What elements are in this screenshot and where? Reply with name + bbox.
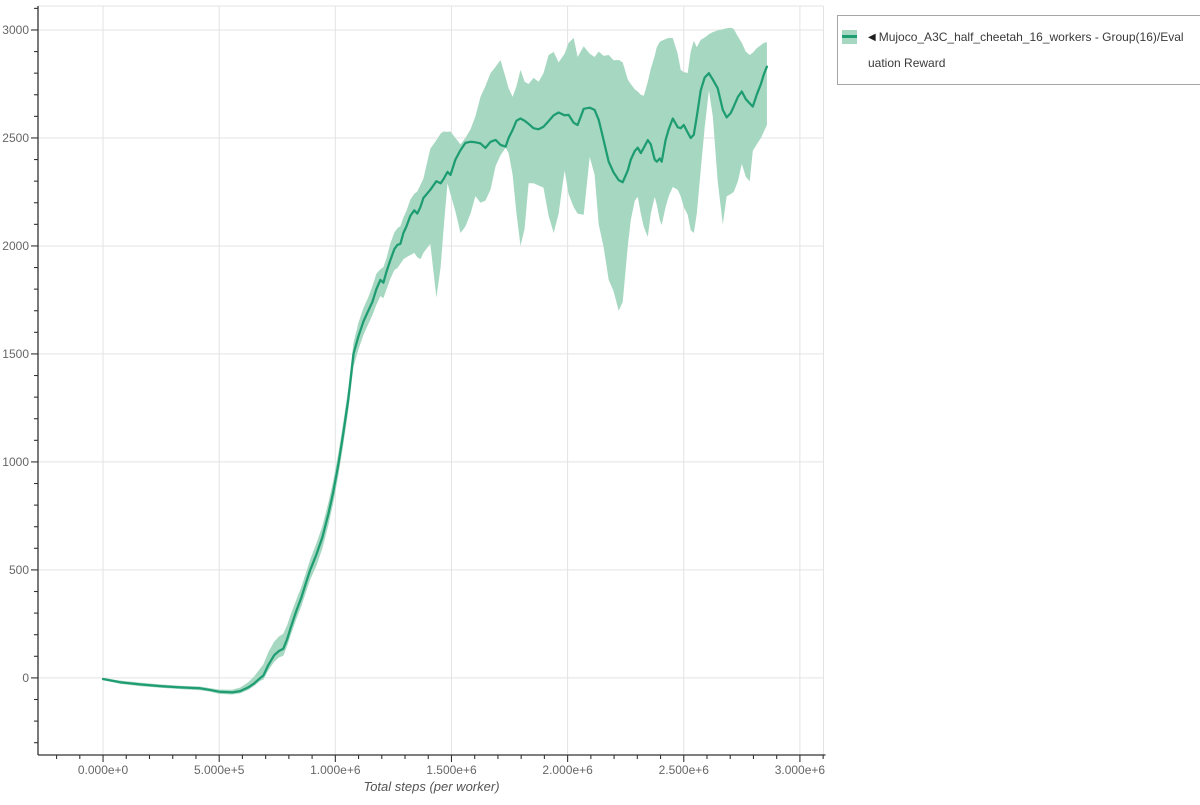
legend-label: ◀ Mujoco_A3C_half_cheetah_16_workers - Gr… [868,25,1190,75]
x-axis-title: Total steps (per worker) [363,779,499,794]
svg-text:3000: 3000 [2,23,29,37]
legend-collapse-icon[interactable]: ◀ [868,32,876,43]
y-tick-labels: 0 500 1000 1500 2000 2500 3000 [2,23,29,685]
svg-text:1000: 1000 [2,455,29,469]
svg-text:2000: 2000 [2,239,29,253]
svg-text:2.000e+6: 2.000e+6 [542,763,593,777]
confidence-band [103,27,767,695]
svg-text:500: 500 [9,563,29,577]
x-tick-labels: 0.000e+0 5.000e+5 1.000e+6 1.500e+6 2.000e+6… [78,763,826,777]
mean-line [101,65,769,694]
plot-area[interactable] [38,6,824,755]
svg-text:2.500e+6: 2.500e+6 [659,763,710,777]
legend-swatch [842,30,857,44]
svg-text:1500: 1500 [2,347,29,361]
svg-text:3.000e+6: 3.000e+6 [775,763,826,777]
axis-ticks [31,7,824,762]
svg-text:5.000e+5: 5.000e+5 [194,763,245,777]
legend-box[interactable]: ◀ Mujoco_A3C_half_cheetah_16_workers - Gr… [837,15,1200,85]
legend-swatch-line [842,35,857,38]
svg-text:1.500e+6: 1.500e+6 [426,763,477,777]
svg-text:0: 0 [22,671,29,685]
svg-text:2500: 2500 [2,131,29,145]
svg-text:1.000e+6: 1.000e+6 [310,763,361,777]
legend-series-name: Mujoco_A3C_half_cheetah_16_workers - Gro… [868,30,1184,70]
svg-text:0.000e+0: 0.000e+0 [78,763,129,777]
